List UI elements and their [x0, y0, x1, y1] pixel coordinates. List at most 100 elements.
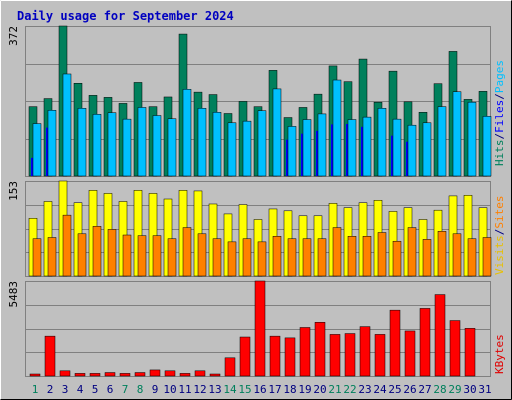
kbytes-bar — [209, 373, 221, 377]
legend-item: Files — [493, 100, 506, 133]
pages-bar — [362, 116, 372, 177]
legend-item: Hits — [493, 140, 506, 167]
pages-bar — [182, 89, 192, 177]
kbytes-bar — [254, 280, 266, 377]
sites-bar — [152, 235, 162, 277]
x-day-label: 9 — [152, 383, 159, 396]
kbytes-bar — [239, 336, 251, 377]
sites-bar — [62, 214, 72, 277]
pages-bar — [332, 79, 342, 177]
pages-bar — [272, 88, 282, 177]
kbytes-bar — [224, 357, 236, 377]
x-day-label: 25 — [388, 383, 401, 396]
x-day-label: 18 — [283, 383, 296, 396]
kbytes-bar — [29, 373, 41, 377]
pages-bar — [32, 123, 42, 177]
sites-bar — [32, 238, 42, 277]
kbytes-bar — [284, 337, 296, 377]
x-day-label: 6 — [107, 383, 114, 396]
kbytes-bar — [344, 333, 356, 377]
pages-bar — [167, 118, 177, 177]
kbytes-bar — [374, 334, 386, 377]
pages-bar — [197, 108, 207, 177]
sites-bar — [332, 227, 342, 277]
pages-bar — [107, 112, 117, 177]
x-day-label: 21 — [328, 383, 341, 396]
sites-bar — [197, 233, 207, 277]
pages-bar — [392, 118, 402, 177]
x-day-label: 22 — [343, 383, 356, 396]
sites-bar — [272, 236, 282, 277]
x-day-label: 11 — [178, 383, 191, 396]
kbytes-bar — [164, 370, 176, 377]
kbytes-panel: 5483 KBytes — [7, 280, 506, 377]
pages-bar — [302, 119, 312, 177]
legend-item: Visits — [493, 235, 506, 275]
legend-item: / — [493, 229, 506, 236]
kbytes-bar — [389, 309, 401, 377]
kbytes-bar — [464, 328, 476, 377]
kbytes-bar — [314, 322, 326, 377]
x-day-label: 7 — [122, 383, 129, 396]
chart-title: Daily usage for September 2024 — [17, 9, 234, 23]
sites-bar — [77, 233, 87, 277]
kbytes-bar — [119, 373, 131, 377]
legend-item: Pages — [493, 60, 506, 93]
legend-item: / — [493, 133, 506, 140]
pages-bar — [47, 110, 57, 177]
sites-bar — [47, 237, 57, 277]
pages-bar — [257, 110, 267, 177]
kbytes-bar — [74, 373, 86, 377]
pages-bar — [212, 112, 222, 177]
x-day-label: 29 — [448, 383, 461, 396]
sites-bar — [182, 227, 192, 277]
sites-bar — [482, 237, 492, 277]
x-day-label: 14 — [223, 383, 237, 396]
x-day-label: 13 — [208, 383, 221, 396]
sites-bar — [452, 233, 462, 277]
kbytes-bar — [404, 330, 416, 377]
kbytes-bar — [359, 326, 371, 377]
pages-bar — [377, 108, 387, 177]
kbytes-bar — [179, 373, 191, 377]
kbytes-bar — [299, 327, 311, 377]
legend-kbytes: KBytes — [493, 334, 506, 374]
kbytes-bar — [44, 335, 56, 377]
pages-bar — [317, 113, 327, 177]
sites-bar — [392, 240, 402, 277]
sites-bar — [437, 231, 447, 277]
sites-bar — [467, 238, 477, 277]
x-day-label: 17 — [268, 383, 281, 396]
x-day-label: 26 — [403, 383, 416, 396]
sites-bar — [212, 238, 222, 277]
kbytes-bar — [419, 308, 431, 377]
pages-bar — [242, 120, 252, 177]
y-max-label: 372 — [7, 26, 20, 46]
pages-bar — [347, 119, 357, 177]
sites-bar — [407, 227, 417, 277]
x-day-label: 3 — [62, 383, 69, 396]
sites-bar — [92, 226, 102, 277]
x-day-label: 27 — [418, 383, 431, 396]
x-day-label: 1 — [32, 383, 39, 396]
pages-bar — [407, 124, 417, 177]
kbytes-bar — [434, 294, 446, 377]
legend-hits-files-pages: Hits/Files/Pages — [493, 60, 506, 166]
pages-bar — [77, 108, 87, 177]
kbytes-bar — [269, 335, 281, 377]
x-day-label: 10 — [163, 383, 176, 396]
sites-bar — [257, 241, 267, 277]
x-day-label: 28 — [433, 383, 446, 396]
x-day-label: 15 — [238, 383, 251, 396]
pages-bar — [287, 126, 297, 177]
pages-bar — [92, 114, 102, 177]
x-day-label: 20 — [313, 383, 326, 396]
kbytes-bar — [449, 320, 461, 377]
sites-bar — [137, 235, 147, 277]
x-day-label: 5 — [92, 383, 99, 396]
x-day-label: 31 — [478, 383, 491, 396]
x-day-label: 4 — [77, 383, 84, 396]
sites-bar — [122, 234, 132, 277]
panel-border — [25, 181, 491, 277]
